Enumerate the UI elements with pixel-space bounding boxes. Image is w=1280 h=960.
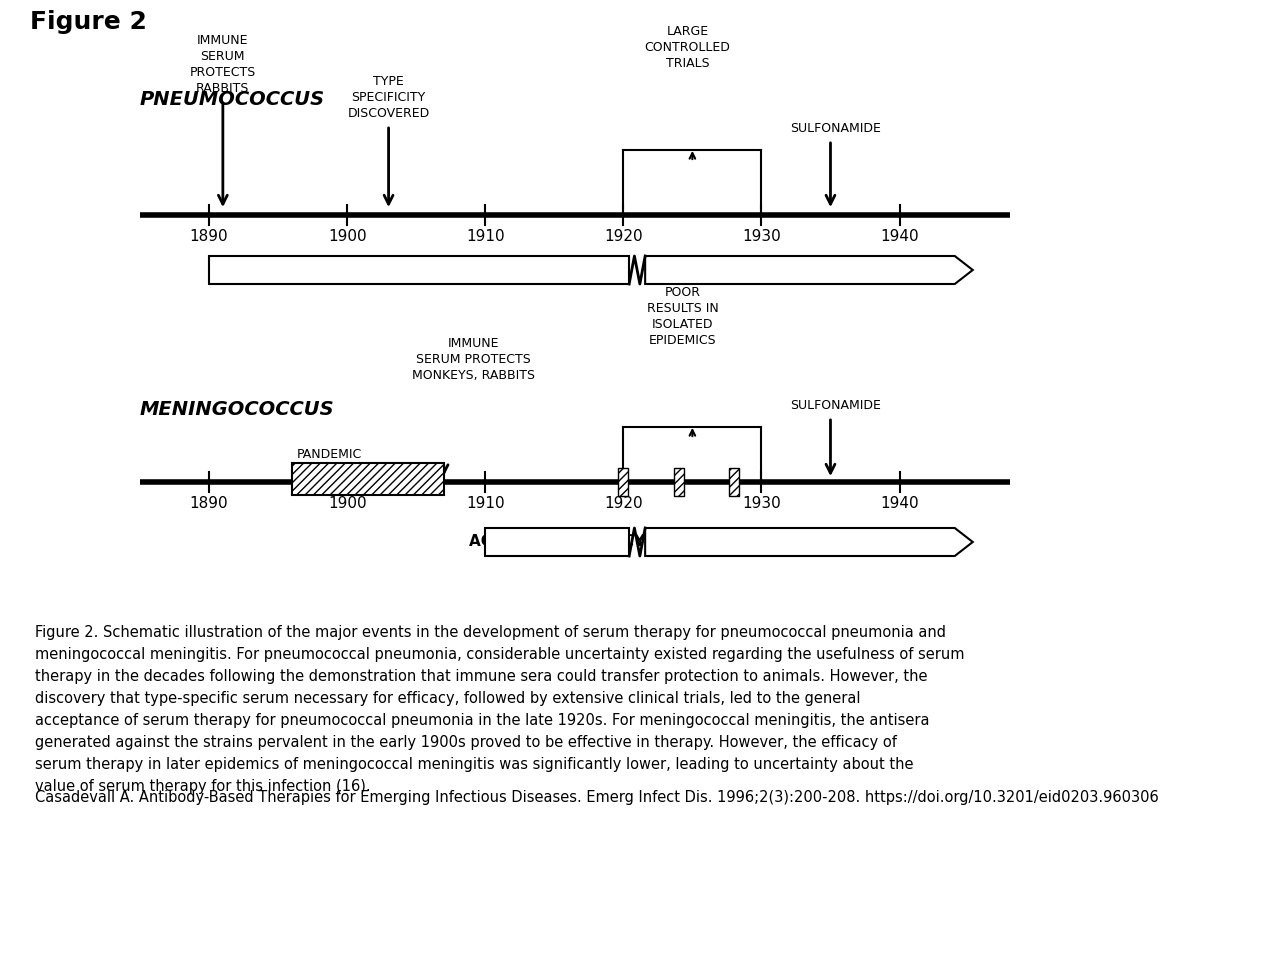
Text: MENINGOCOCCUS: MENINGOCOCCUS	[140, 400, 334, 419]
Text: discovery that type-specific serum necessary for efficacy, followed by extensive: discovery that type-specific serum neces…	[35, 691, 860, 706]
Text: 1900: 1900	[328, 496, 366, 511]
Polygon shape	[645, 256, 973, 284]
Text: SULFONAMIDE: SULFONAMIDE	[790, 399, 881, 412]
Text: IMMUNE
SERUM
PROTECTS
RABBITS: IMMUNE SERUM PROTECTS RABBITS	[189, 34, 256, 95]
Text: 1920: 1920	[604, 229, 643, 244]
Text: serum therapy in later epidemics of meningococcal meningitis was significantly l: serum therapy in later epidemics of meni…	[35, 757, 914, 772]
Text: 1940: 1940	[881, 496, 919, 511]
Polygon shape	[209, 256, 630, 284]
Text: TYPE
SPECIFICITY
DISCOVERED: TYPE SPECIFICITY DISCOVERED	[347, 75, 430, 120]
Text: Figure 2. Schematic illustration of the major events in the development of serum: Figure 2. Schematic illustration of the …	[35, 625, 946, 640]
Text: generated against the strains pervalent in the early 1900s proved to be effectiv: generated against the strains pervalent …	[35, 735, 897, 750]
Text: ACCEPTED EFFICACY: ACCEPTED EFFICACY	[717, 262, 892, 277]
Text: value of serum therapy for this infection (16).: value of serum therapy for this infectio…	[35, 779, 371, 794]
Text: PNEUMOCOCCUS: PNEUMOCOCCUS	[140, 90, 325, 109]
Bar	[292, 463, 444, 495]
Text: PANDEMIC: PANDEMIC	[297, 448, 362, 461]
Text: 1910: 1910	[466, 229, 504, 244]
Bar	[618, 468, 628, 496]
Text: 1910: 1910	[466, 496, 504, 511]
Text: 1940: 1940	[881, 229, 919, 244]
Text: Figure 2: Figure 2	[29, 10, 147, 34]
Text: acceptance of serum therapy for pneumococcal pneumonia in the late 1920s. For me: acceptance of serum therapy for pneumoco…	[35, 713, 929, 728]
Text: ? EFFICACY: ? EFFICACY	[756, 535, 852, 549]
Text: 1890: 1890	[189, 229, 228, 244]
Bar	[728, 468, 739, 496]
Text: 1920: 1920	[604, 496, 643, 511]
Bar	[673, 468, 684, 496]
Text: 1900: 1900	[328, 229, 366, 244]
Text: meningococcal meningitis. For pneumococcal pneumonia, considerable uncertainty e: meningococcal meningitis. For pneumococc…	[35, 647, 965, 662]
Text: LARGE
CONTROLLED
TRIALS: LARGE CONTROLLED TRIALS	[644, 25, 731, 70]
Polygon shape	[485, 528, 630, 556]
Text: ACCEPTED EFFICACY: ACCEPTED EFFICACY	[470, 535, 645, 549]
Text: 1890: 1890	[189, 496, 228, 511]
Text: therapy in the decades following the demonstration that immune sera could transf: therapy in the decades following the dem…	[35, 669, 928, 684]
Text: Casadevall A. Antibody-Based Therapies for Emerging Infectious Diseases. Emerg I: Casadevall A. Antibody-Based Therapies f…	[35, 790, 1158, 805]
Text: SULFONAMIDE: SULFONAMIDE	[790, 122, 881, 135]
Text: POOR
RESULTS IN
ISOLATED
EPIDEMICS: POOR RESULTS IN ISOLATED EPIDEMICS	[646, 286, 718, 347]
Text: 1930: 1930	[742, 229, 781, 244]
Text: IMMUNE
SERUM PROTECTS
MONKEYS, RABBITS: IMMUNE SERUM PROTECTS MONKEYS, RABBITS	[412, 337, 535, 382]
Polygon shape	[645, 528, 973, 556]
Text: ? EFFICACY: ? EFFICACY	[371, 262, 467, 277]
Text: 1930: 1930	[742, 496, 781, 511]
